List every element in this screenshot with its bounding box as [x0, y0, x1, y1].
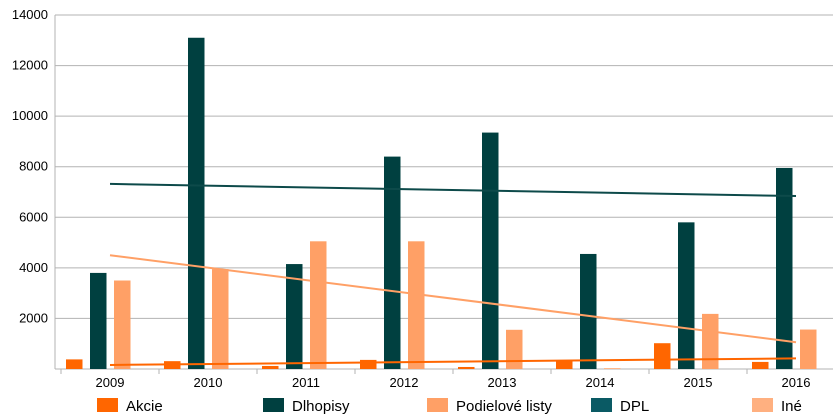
bar-akcie-2012: [360, 359, 377, 369]
bar-dlhopisy-2014: [580, 253, 597, 369]
x-tick-label: 2011: [292, 375, 320, 390]
y-tick-label: 2000: [19, 310, 48, 325]
legend-label: Dlhopisy: [292, 398, 350, 414]
legend-swatch: [263, 398, 284, 412]
bar-akcie-2009: [66, 359, 83, 369]
bar-podielové-listy-2012: [408, 241, 425, 369]
y-tick-label: 12000: [12, 58, 48, 73]
legend-swatch: [427, 398, 448, 412]
legend: Akcie Dlhopisy Podielové listy DPL Iné: [97, 398, 802, 414]
y-tick-label: 6000: [19, 209, 48, 224]
bar-podielové-listy-2010: [212, 269, 229, 369]
x-tick-label: 2014: [586, 375, 615, 390]
x-axis: 2009 2010 2011 2012 2013 2014 2015 2016: [60, 369, 811, 390]
y-axis: 2000 4000 6000 8000 10000 12000 14000: [12, 7, 48, 325]
bar-podielové-listy-2013: [506, 329, 523, 369]
trendline-podielové-listy: [109, 254, 797, 344]
grid: [54, 14, 833, 370]
bar-akcie-2015: [654, 343, 671, 369]
x-tick-label: 2009: [96, 375, 125, 390]
y-tick-label: 8000: [19, 159, 48, 174]
bar-podielové-listy-2015: [702, 313, 719, 369]
bar-dlhopisy-2011: [286, 264, 303, 369]
bar-akcie-2011: [262, 365, 279, 369]
legend-swatch: [752, 398, 773, 412]
bar-podielové-listy-2014: [604, 368, 621, 369]
trendlines: [109, 182, 797, 366]
bar-dlhopisy-2016: [776, 167, 793, 369]
x-tick-label: 2013: [488, 375, 517, 390]
y-tick-label: 14000: [12, 7, 48, 22]
bar-akcie-2014: [556, 360, 573, 369]
bar-podielové-listy-2011: [310, 241, 327, 369]
bar-dlhopisy-2009: [90, 272, 107, 369]
legend-label: DPL: [620, 398, 649, 414]
legend-label: Podielové listy: [456, 398, 552, 414]
bar-dlhopisy-2010: [188, 37, 205, 369]
bar-dlhopisy-2012: [384, 156, 401, 369]
legend-label: Iné: [781, 398, 802, 414]
bar-podielové-listy-2009: [114, 280, 131, 369]
bars: [66, 37, 817, 369]
trendline-dlhopisy: [109, 182, 797, 198]
x-tick-label: 2012: [390, 375, 419, 390]
legend-swatch: [97, 398, 118, 412]
bar-podielové-listy-2016: [800, 329, 817, 369]
bar-akcie-2013: [458, 366, 475, 369]
x-tick-label: 2010: [194, 375, 223, 390]
x-tick-label: 2016: [782, 375, 811, 390]
bar-akcie-2016: [752, 361, 769, 369]
legend-swatch: [591, 398, 612, 412]
trendline-akcie: [109, 357, 797, 366]
legend-label: Akcie: [126, 398, 163, 414]
y-tick-label: 10000: [12, 108, 48, 123]
x-tick-label: 2015: [684, 375, 713, 390]
bar-dlhopisy-2013: [482, 132, 499, 369]
y-tick-label: 4000: [19, 260, 48, 275]
bar-dlhopisy-2015: [678, 222, 695, 369]
